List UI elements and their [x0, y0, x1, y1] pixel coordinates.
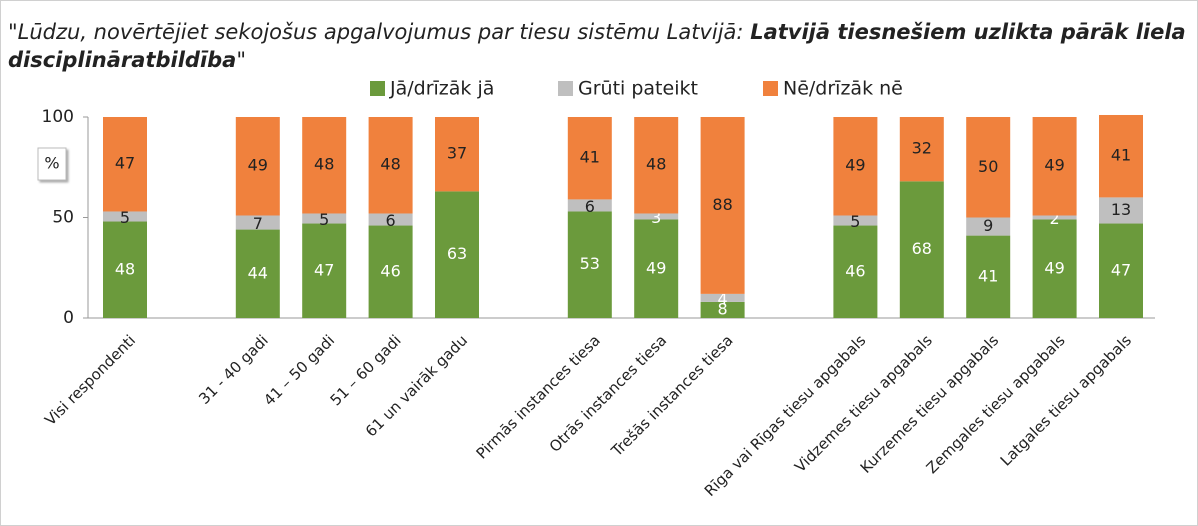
- y-tick-label: 100: [42, 107, 74, 127]
- bar-segment: [435, 117, 479, 192]
- bar-segment: [833, 225, 878, 318]
- bar-segment: [700, 301, 745, 318]
- data-label: 5: [120, 208, 130, 227]
- title-emphasis: Latvijā tiesnešiem uzlikta pārāk liela d…: [8, 20, 1186, 72]
- bar-segment: [700, 117, 745, 294]
- bar-segment: [1099, 223, 1143, 318]
- bar-segment: [1099, 114, 1143, 198]
- legend-label: Jā/drīzāk jā: [389, 78, 494, 100]
- data-label: 32: [912, 139, 932, 158]
- data-label: 49: [248, 156, 268, 175]
- bar-segment: [567, 117, 612, 200]
- x-tick-label: Trešās instances tiesa: [607, 331, 736, 460]
- x-tick-label: Otrās instances tiesa: [546, 331, 670, 455]
- data-label: 46: [380, 261, 400, 280]
- bar-segment: [235, 229, 280, 318]
- legend-label: Grūti pateikt: [578, 78, 698, 100]
- bar-segment: [368, 213, 413, 226]
- data-label: 3: [651, 208, 661, 227]
- data-label: 48: [646, 155, 666, 174]
- data-label: 7: [253, 214, 263, 233]
- y-tick-label: 0: [63, 308, 74, 328]
- data-label: 48: [314, 155, 334, 174]
- bar-segment: [966, 235, 1011, 318]
- x-tick-label: Pirmās instances tiesa: [473, 331, 604, 462]
- data-label: 9: [983, 216, 993, 235]
- bar-segment: [1032, 117, 1077, 216]
- data-label: 2: [1050, 209, 1060, 228]
- legend-swatch: [370, 81, 385, 96]
- data-label: 88: [712, 195, 732, 214]
- data-label: 41: [580, 148, 600, 167]
- data-label: 6: [386, 211, 396, 230]
- bar-segment: [1032, 219, 1077, 318]
- data-label: 6: [585, 197, 595, 216]
- bar-segment: [833, 215, 878, 226]
- bar-segment: [368, 117, 413, 214]
- data-label: 50: [978, 157, 998, 176]
- bar-segment: [966, 217, 1011, 236]
- data-label: 41: [978, 266, 998, 285]
- data-label: 5: [850, 212, 860, 231]
- data-label: 68: [912, 239, 932, 258]
- bar-segment: [103, 117, 147, 212]
- chart-title: "Lūdzu, novērtējiet sekojošus apgalvojum…: [8, 18, 1188, 74]
- bar-segment: [634, 213, 679, 220]
- bar-segment: [103, 211, 147, 222]
- y-tick-label: 50: [52, 208, 74, 228]
- bar-segment: [302, 117, 347, 214]
- bar-segment: [634, 219, 679, 318]
- x-tick-label: Kurzemes tiesu apgabals: [857, 331, 1003, 477]
- legend-swatch: [558, 81, 573, 96]
- data-label: 47: [1111, 260, 1131, 279]
- unit-box: [37, 147, 67, 181]
- data-label: 41: [1111, 146, 1131, 165]
- data-label: 37: [447, 144, 467, 163]
- data-label: 47: [115, 154, 135, 173]
- bar-segment: [700, 293, 745, 302]
- data-label: 49: [1044, 258, 1064, 277]
- x-tick-label: Zemgales tiesu apgabals: [923, 331, 1069, 477]
- bar-segment: [1099, 197, 1143, 224]
- data-label: 8: [718, 299, 728, 318]
- legend-label: Nē/drīzāk nē: [783, 78, 903, 100]
- bar-segment: [235, 117, 280, 216]
- x-tick-label: Vidzemes tiesu apgabals: [791, 331, 936, 476]
- data-label: 53: [580, 254, 600, 273]
- legend-swatch: [763, 81, 778, 96]
- bar-segment: [1032, 215, 1077, 220]
- bar-segment: [899, 117, 944, 182]
- data-label: 13: [1111, 200, 1131, 219]
- bar-segment: [235, 215, 280, 230]
- bar-segment: [899, 181, 944, 318]
- x-tick-label: Visi respondenti: [41, 331, 139, 429]
- bar-segment: [302, 213, 347, 224]
- data-label: 48: [380, 155, 400, 174]
- data-label: 63: [447, 244, 467, 263]
- bar-segment: [368, 225, 413, 318]
- data-label: 49: [646, 258, 666, 277]
- bar-segment: [966, 117, 1011, 218]
- bar-segment: [634, 117, 679, 214]
- bar-segment: [833, 117, 878, 216]
- bar-segment: [435, 191, 479, 318]
- data-label: 48: [115, 259, 135, 278]
- bar-segment: [302, 223, 347, 318]
- bar-segment: [567, 211, 612, 318]
- data-label: 46: [845, 261, 865, 280]
- unit-label: %: [44, 154, 59, 173]
- data-label: 47: [314, 260, 334, 279]
- data-label: 49: [1044, 156, 1064, 175]
- x-tick-label: Latgales tiesu apgabals: [997, 331, 1135, 469]
- data-label: 5: [319, 210, 329, 229]
- bar-segment: [103, 221, 147, 318]
- data-label: 4: [718, 289, 728, 308]
- data-label: 44: [248, 263, 268, 282]
- title-end: ": [236, 48, 247, 72]
- data-label: 49: [845, 156, 865, 175]
- bar-segment: [567, 199, 612, 212]
- title-text: "Lūdzu, novērtējiet sekojošus apgalvojum…: [8, 20, 751, 44]
